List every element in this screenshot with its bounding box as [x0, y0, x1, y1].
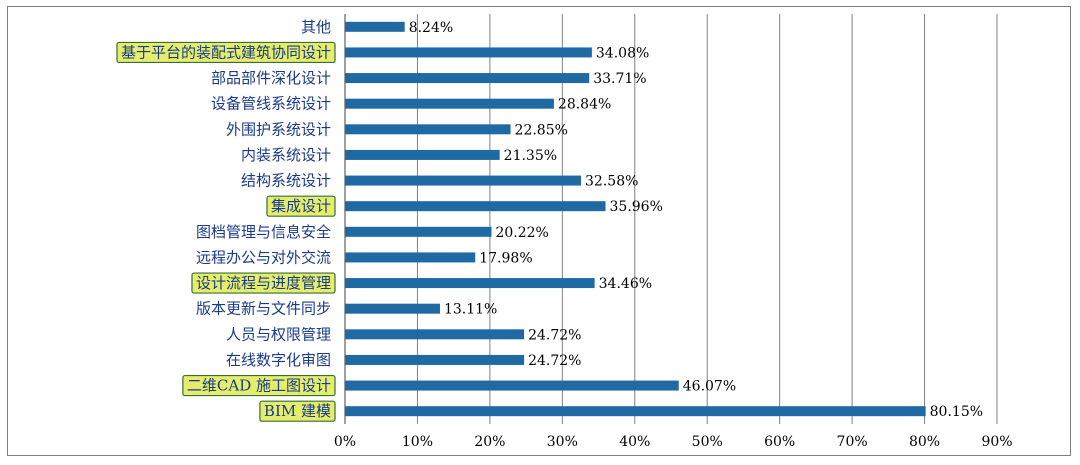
bar-value-label: 34.08% [596, 45, 649, 61]
category-label: 其他 [301, 18, 331, 36]
bar-value-label: 34.46% [599, 276, 652, 292]
bar [345, 303, 440, 314]
x-tick-label: 0% [334, 434, 356, 450]
chart-frame [7, 6, 1071, 456]
category-label: 结构系统设计 [241, 172, 331, 190]
bar [345, 98, 554, 109]
category-label: 基于平台的装配式建筑协同设计 [121, 43, 331, 61]
bar-value-label: 20.22% [495, 225, 548, 241]
x-tick-label: 40% [619, 434, 650, 450]
bar [345, 354, 525, 365]
category-label: 人员与权限管理 [226, 325, 331, 343]
bar [345, 73, 590, 84]
x-tick-label: 50% [692, 434, 723, 450]
category-highlight-box [191, 272, 336, 294]
category-label: 部品部件深化设计 [211, 69, 331, 87]
category-label: 在线数字化审图 [226, 351, 331, 369]
category-label: 设计流程与进度管理 [196, 274, 331, 292]
bar [345, 252, 476, 263]
x-tick-label: 90% [981, 434, 1012, 450]
bar-value-label: 46.07% [683, 379, 736, 395]
bar-value-label: 24.72% [528, 353, 581, 369]
bar-value-label: 17.98% [479, 250, 532, 266]
bar-value-label: 28.84% [558, 97, 611, 113]
bar-value-label: 33.71% [593, 71, 646, 87]
bar [345, 226, 492, 237]
x-tick-label: 10% [402, 434, 433, 450]
label-layer: 8.24% 其他 34.08% 基于平台的装配式建筑协同设计 33.71% 部品部件深化设… [116, 18, 983, 422]
category-highlight-box [182, 374, 336, 397]
bar [345, 329, 525, 340]
category-highlight-box [259, 400, 336, 422]
category-highlight-box [266, 195, 336, 217]
bar [345, 175, 582, 186]
x-tick-label: 80% [909, 434, 940, 450]
category-label: 集成设计 [271, 197, 331, 215]
bar-value-label: 24.72% [528, 327, 581, 343]
tick-layer: 0% 10% 20% 30% 40% 50% 60% 70% 80% 90% [334, 434, 1013, 450]
bar [345, 149, 500, 160]
bar [345, 380, 679, 391]
category-label: 版本更新与文件同步 [196, 300, 331, 318]
bar-value-label: 32.58% [585, 174, 638, 190]
bar-value-label: 80.15% [930, 404, 983, 420]
bar-value-label: 21.35% [504, 148, 557, 164]
bar-value-label: 8.24% [409, 20, 453, 36]
bar [345, 406, 926, 417]
bar-layer [345, 21, 926, 417]
bar [345, 201, 606, 212]
bar-value-label: 22.85% [515, 122, 568, 138]
bar [345, 278, 595, 289]
category-highlight-box [116, 41, 336, 64]
bar [345, 124, 511, 135]
x-tick-label: 20% [474, 434, 505, 450]
category-label: 外围护系统设计 [226, 120, 331, 138]
x-tick-label: 60% [764, 434, 795, 450]
category-label: 图档管理与信息安全 [196, 223, 331, 241]
bar-value-label: 35.96% [610, 199, 663, 215]
bar-value-label: 13.11% [444, 302, 497, 318]
bar [345, 21, 405, 32]
category-label: 内装系统设计 [241, 146, 331, 164]
category-label: 设备管线系统设计 [211, 95, 331, 113]
category-label: 二维CAD 施工图设计 [187, 377, 331, 395]
category-label: BIM 建模 [264, 402, 331, 420]
bar [345, 47, 592, 58]
x-tick-label: 30% [547, 434, 578, 450]
category-label: 远程办公与对外交流 [196, 248, 331, 266]
x-tick-label: 70% [837, 434, 868, 450]
